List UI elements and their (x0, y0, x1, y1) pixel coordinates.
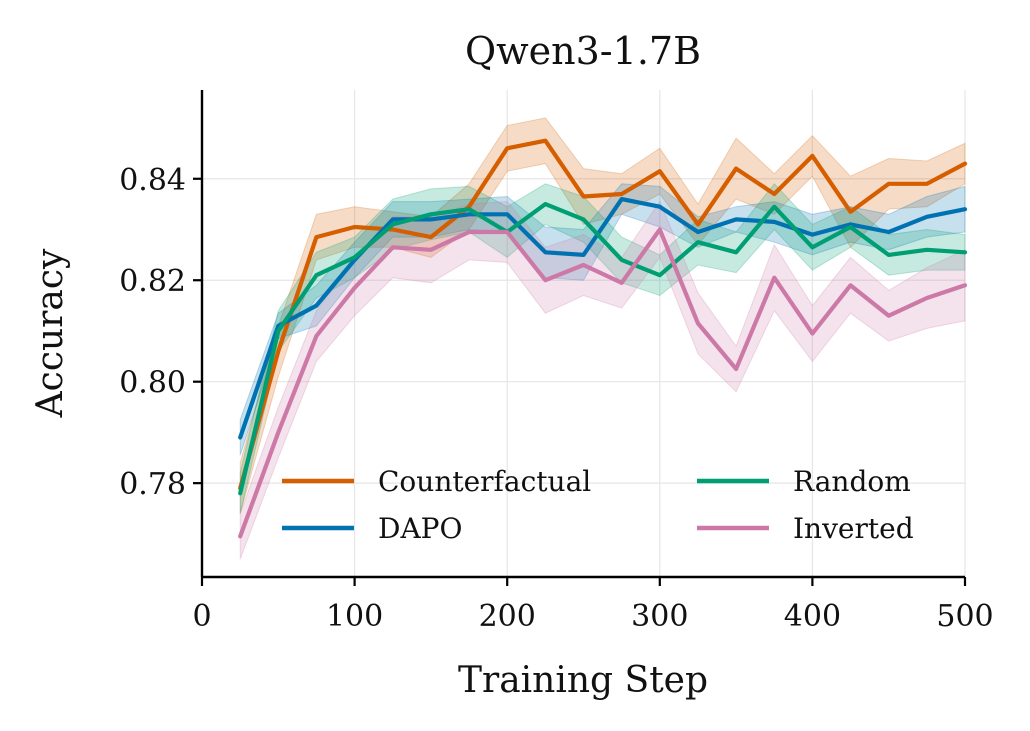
series-line-inverted (238, 227, 968, 539)
x-axis-label: Training Step (458, 660, 708, 701)
legend: Counterfactual DAPO Random Inverted (282, 465, 914, 545)
x-tick-label: 500 (936, 599, 993, 634)
series-line-counterfactual (238, 138, 968, 491)
y-ticks: 0.78 0.80 0.82 0.84 (119, 163, 202, 502)
axes (200, 90, 965, 579)
band-random (239, 183, 966, 514)
y-tick-label: 0.82 (119, 264, 186, 299)
legend-label-random: Random (793, 465, 911, 498)
legend-label-dapo: DAPO (378, 512, 462, 545)
chart-title: Qwen3-1.7B (465, 29, 701, 73)
y-tick-label: 0.80 (119, 366, 186, 401)
x-ticks: 0 100 200 300 400 500 (192, 577, 994, 634)
legend-label-inverted: Inverted (793, 512, 914, 545)
series-line-random (238, 202, 968, 496)
x-tick-label: 300 (631, 599, 688, 634)
legend-label-counterfactual: Counterfactual (378, 465, 591, 498)
x-tick-label: 400 (784, 599, 841, 634)
y-tick-label: 0.84 (119, 163, 186, 198)
y-axis-label: Accuracy (30, 248, 71, 418)
x-tick-label: 0 (192, 599, 211, 634)
y-tick-label: 0.78 (119, 467, 186, 502)
series-lines (238, 138, 968, 539)
x-tick-label: 200 (479, 599, 536, 634)
x-tick-label: 100 (326, 599, 383, 634)
